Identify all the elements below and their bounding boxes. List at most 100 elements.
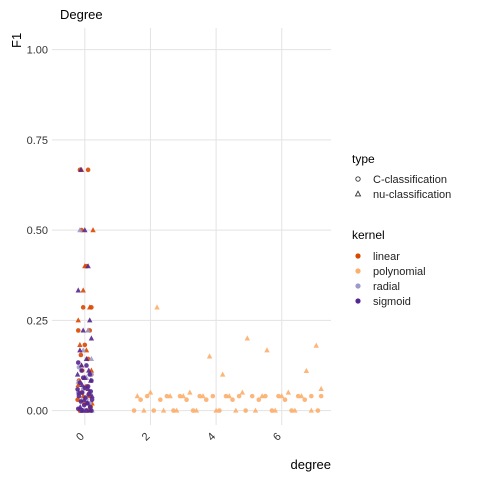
point-sigmoid-c — [84, 363, 89, 368]
point-polynomial-c — [236, 393, 242, 399]
point-polynomial-c — [309, 393, 314, 399]
legend-kernel-label: radial — [373, 281, 400, 293]
point-polynomial-nu — [167, 393, 173, 399]
point-radial-nu — [77, 227, 83, 233]
x-tick-label: 6 — [271, 431, 284, 444]
point-polynomial-nu — [303, 367, 310, 373]
point-polynomial-nu — [154, 304, 160, 310]
point-polynomial-c — [210, 393, 216, 399]
point-polynomial-nu — [219, 371, 226, 377]
point-linear-nu — [77, 341, 83, 347]
point-polynomial-nu — [233, 407, 239, 413]
point-sigmoid-c — [89, 397, 95, 403]
point-sigmoid-nu — [81, 396, 87, 402]
point-linear-nu — [75, 381, 81, 388]
point-polynomial-nu — [239, 389, 246, 395]
point-sigmoid-c — [87, 372, 93, 377]
point-polynomial-nu — [308, 407, 315, 413]
y-axis-ticks: 0.00 0.25 0.50 0.75 1.00 — [27, 45, 48, 418]
point-polynomial-c — [256, 397, 262, 403]
point-sigmoid-nu — [89, 393, 95, 399]
legend-kernel-title: kernel — [352, 228, 385, 242]
point-polynomial-nu — [318, 385, 324, 392]
x-tick-label: 2 — [140, 431, 153, 444]
point-linear-nu — [87, 304, 93, 310]
point-polynomial-c — [144, 393, 150, 399]
point-sigmoid-c — [76, 393, 82, 399]
data-points — [74, 166, 324, 413]
point-sigmoid-nu — [84, 400, 91, 406]
legend-swatch-sigmoid — [355, 298, 361, 304]
point-sigmoid-nu — [88, 377, 94, 383]
point-polynomial-nu — [292, 407, 298, 413]
point-sigmoid-c — [81, 402, 87, 408]
legend-kernel-label: linear — [373, 251, 400, 263]
point-polynomial-nu — [244, 335, 250, 341]
point-polynomial-c — [151, 408, 157, 413]
point-polynomial-nu — [180, 393, 186, 399]
y-tick-label: 0.00 — [27, 406, 48, 418]
point-sigmoid-nu — [76, 389, 82, 395]
legend-kernel-label: sigmoid — [373, 296, 411, 308]
point-polynomial-c — [282, 397, 288, 403]
x-axis-ticks: 0 2 4 6 — [74, 431, 284, 444]
point-linear-c — [82, 342, 88, 348]
point-polynomial-c — [131, 408, 137, 413]
point-polynomial-nu — [147, 389, 154, 395]
point-sigmoid-c — [79, 368, 84, 373]
point-polynomial-c — [315, 408, 321, 413]
y-tick-label: 0.75 — [27, 135, 48, 147]
x-tick-label: 0 — [74, 431, 87, 444]
y-tick-label: 1.00 — [27, 45, 48, 57]
point-sigmoid-nu — [78, 362, 85, 368]
point-sigmoid-nu — [79, 381, 85, 388]
point-sigmoid-c — [77, 380, 83, 386]
point-linear-nu — [90, 227, 96, 233]
point-sigmoid-nu — [74, 371, 81, 377]
legend-swatch-linear — [355, 253, 361, 259]
legend-kernel-entries: linear polynomial radial sigmoid — [355, 251, 426, 308]
grid-lines — [52, 28, 331, 425]
point-polynomial-c — [138, 397, 143, 403]
y-tick-label: 0.50 — [27, 225, 48, 237]
point-polynomial-nu — [313, 342, 319, 348]
point-sigmoid-nu — [77, 347, 83, 353]
legend-swatch-polynomial — [355, 268, 361, 274]
point-sigmoid-nu — [85, 263, 91, 269]
x-axis-title: degree — [291, 457, 331, 472]
point-polynomial-nu — [206, 353, 213, 359]
point-linear-c — [78, 352, 84, 358]
point-polynomial-nu — [264, 347, 270, 353]
point-sigmoid-c — [86, 392, 92, 397]
x-tick-label: 4 — [205, 431, 218, 444]
point-polynomial-nu — [252, 407, 259, 413]
point-polynomial-nu — [272, 407, 278, 413]
point-sigmoid-c — [78, 399, 84, 404]
point-sigmoid-nu — [87, 407, 93, 413]
legend-type-title: type — [352, 152, 375, 166]
point-polynomial-nu — [200, 393, 206, 399]
point-radial-nu — [85, 327, 91, 333]
point-polynomial-c — [184, 397, 189, 403]
point-linear-c — [85, 167, 91, 173]
point-polynomial-nu — [174, 407, 180, 413]
point-polynomial-nu — [213, 407, 219, 413]
point-sigmoid-nu — [78, 166, 84, 172]
chart-title: Degree — [60, 7, 103, 22]
y-axis-title: F1 — [9, 33, 24, 48]
point-linear-nu — [80, 287, 86, 293]
point-radial-nu — [88, 355, 95, 362]
point-polynomial-nu — [160, 407, 167, 413]
point-polynomial-c — [158, 397, 163, 403]
legend-type-label: nu-classification — [373, 189, 451, 201]
point-polynomial-c — [249, 393, 255, 399]
legend-circle-icon — [355, 176, 361, 182]
legend-type-label: C-classification — [373, 174, 447, 186]
point-sigmoid-nu — [83, 355, 90, 362]
point-polynomial-nu — [193, 407, 200, 413]
point-polynomial-nu — [187, 389, 193, 395]
point-polynomial-c — [243, 408, 248, 413]
point-sigmoid-nu — [85, 385, 91, 392]
point-polynomial-c — [230, 397, 235, 403]
point-sigmoid-nu — [80, 407, 86, 413]
